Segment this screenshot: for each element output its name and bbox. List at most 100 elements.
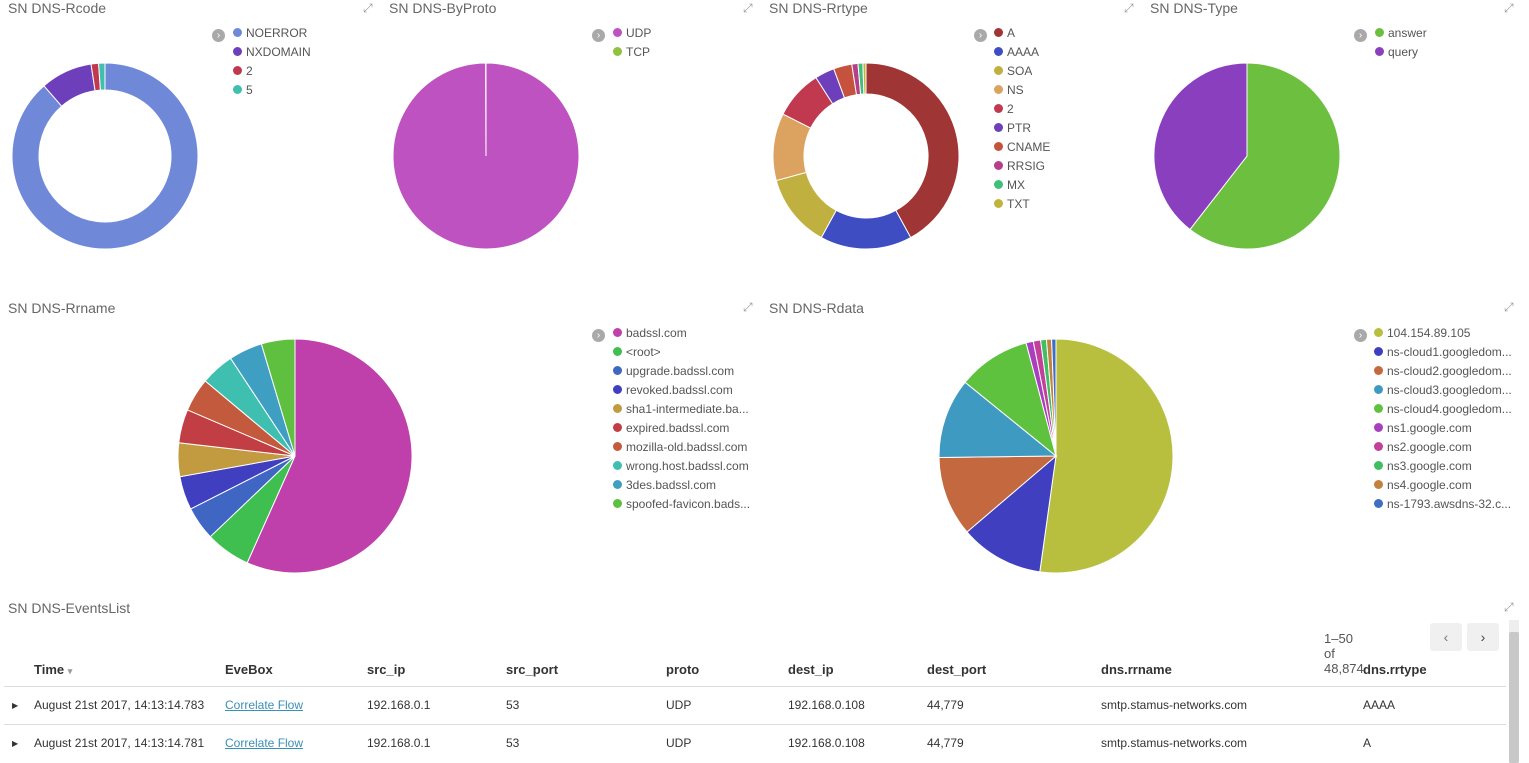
legend-item[interactable]: <root> xyxy=(613,342,758,361)
legend-item[interactable]: MX xyxy=(994,175,1124,194)
expand-icon[interactable]: ⤢ xyxy=(1124,1,1134,15)
column-header-src-ip[interactable]: src_ip xyxy=(367,662,406,677)
pie-slice-5[interactable] xyxy=(98,62,106,91)
prev-page-button[interactable]: ‹ xyxy=(1430,623,1462,651)
pie-chart-type xyxy=(1153,62,1341,250)
cell-src-port: 53 xyxy=(506,736,520,750)
legend: badssl.com <root> upgrade.badssl.com revoke… xyxy=(613,323,758,513)
legend-item[interactable]: 2 xyxy=(994,99,1124,118)
legend-swatch xyxy=(1374,328,1383,337)
correlate-flow-link[interactable]: Correlate Flow xyxy=(225,698,304,712)
panel-title: SN DNS-EventsList xyxy=(8,600,131,616)
cell-src-ip: 192.168.0.1 xyxy=(367,736,431,750)
legend-item[interactable]: ns2.google.com xyxy=(1374,437,1519,456)
legend-swatch xyxy=(1374,423,1383,432)
expand-icon[interactable]: ⤢ xyxy=(1504,300,1514,314)
legend-item[interactable]: PTR xyxy=(994,118,1124,137)
legend-item[interactable]: expired.badssl.com xyxy=(613,418,758,437)
legend-item[interactable]: NS xyxy=(994,80,1124,99)
pie-slice-104-154-89-105[interactable] xyxy=(1039,338,1174,574)
pie-slice-query[interactable] xyxy=(1153,62,1248,231)
panel-title: SN DNS-Rcode xyxy=(8,0,107,16)
expand-icon[interactable]: ⤢ xyxy=(363,1,373,15)
legend-item[interactable]: ns4.google.com xyxy=(1374,475,1519,494)
expand-icon[interactable]: ⤢ xyxy=(1504,1,1514,15)
cell-dest-port: 44,779 xyxy=(927,698,964,712)
legend-swatch xyxy=(994,142,1003,151)
legend-item[interactable]: CNAME xyxy=(994,137,1124,156)
legend-item[interactable]: wrong.host.badssl.com xyxy=(613,456,758,475)
expand-row-icon[interactable]: ▶ xyxy=(12,739,19,748)
pie-slice-txt[interactable] xyxy=(862,62,867,95)
legend-item[interactable]: ns-cloud4.googledom... xyxy=(1374,399,1519,418)
legend-swatch xyxy=(1374,366,1383,375)
sort-desc-icon[interactable]: ▾ xyxy=(67,666,73,676)
legend-item[interactable]: ns-cloud2.googledom... xyxy=(1374,361,1519,380)
legend-item[interactable]: RRSIG xyxy=(994,156,1124,175)
panel-title: SN DNS-Rrname xyxy=(8,300,116,316)
legend-toggle-icon[interactable]: › xyxy=(592,329,605,342)
legend-item[interactable]: 3des.badssl.com xyxy=(613,475,758,494)
pie-slice-ns-cloud1-googledom-[interactable] xyxy=(966,454,1057,573)
legend-toggle-icon[interactable]: › xyxy=(1354,329,1367,342)
legend-item[interactable]: ns3.google.com xyxy=(1374,456,1519,475)
legend-item[interactable]: A xyxy=(994,23,1124,42)
legend-item[interactable]: ns-cloud1.googledom... xyxy=(1374,342,1519,361)
legend-item[interactable]: spoofed-favicon.bads... xyxy=(613,494,758,513)
legend-item[interactable]: sha1-intermediate.ba... xyxy=(613,399,758,418)
expand-row-icon[interactable]: ▶ xyxy=(12,701,19,710)
legend-item[interactable]: SOA xyxy=(994,61,1124,80)
legend-item[interactable]: upgrade.badssl.com xyxy=(613,361,758,380)
pie-slice-ns-cloud3-googledom-[interactable] xyxy=(938,381,1058,458)
pie-slice-spoofed-favicon-bads-[interactable] xyxy=(260,338,296,457)
next-page-button[interactable]: › xyxy=(1467,623,1499,651)
legend-item[interactable]: answer xyxy=(1375,23,1505,42)
legend-item[interactable]: ns-cloud3.googledom... xyxy=(1374,380,1519,399)
legend-toggle-icon[interactable]: › xyxy=(592,29,605,42)
legend-toggle-icon[interactable]: › xyxy=(974,29,987,42)
column-header-dns-rrname[interactable]: dns.rrname xyxy=(1101,662,1172,677)
column-header-proto[interactable]: proto xyxy=(666,662,700,677)
pie-slice-ns-1793-awsdns-32-c-[interactable] xyxy=(1051,338,1057,457)
cell-time: August 21st 2017, 14:13:14.781 xyxy=(34,736,205,750)
column-header-src-port[interactable]: src_port xyxy=(506,662,559,677)
correlate-flow-link[interactable]: Correlate Flow xyxy=(225,736,304,750)
legend-item[interactable]: revoked.badssl.com xyxy=(613,380,758,399)
legend-item[interactable]: TXT xyxy=(994,194,1124,213)
expand-icon[interactable]: ⤢ xyxy=(743,300,753,314)
legend-toggle-icon[interactable]: › xyxy=(1354,29,1367,42)
donut-chart-rrtype xyxy=(772,62,960,250)
legend-toggle-icon[interactable]: › xyxy=(212,29,225,42)
column-header-dest-port[interactable]: dest_port xyxy=(927,662,987,677)
pie-chart-rrname xyxy=(177,338,413,574)
column-header-time[interactable]: Time ▾ xyxy=(34,662,72,677)
legend-item[interactable]: UDP xyxy=(613,23,743,42)
legend-item[interactable]: mozilla-old.badssl.com xyxy=(613,437,758,456)
legend-item[interactable]: badssl.com xyxy=(613,323,758,342)
scrollbar-thumb[interactable] xyxy=(1509,632,1519,763)
pie-slice-ns-cloud2-googledom-[interactable] xyxy=(938,455,1058,533)
legend-swatch xyxy=(233,85,242,94)
legend-item[interactable]: TCP xyxy=(613,42,743,61)
column-header-evebox[interactable]: EveBox xyxy=(225,662,273,677)
legend-item[interactable]: ns-1793.awsdns-32.c... xyxy=(1374,494,1519,513)
pie-slice-answer[interactable] xyxy=(1189,62,1341,250)
legend-item[interactable]: NXDOMAIN xyxy=(233,42,363,61)
legend-item[interactable]: NOERROR xyxy=(233,23,363,42)
column-header-dest-ip[interactable]: dest_ip xyxy=(788,662,834,677)
legend-item[interactable]: ns1.google.com xyxy=(1374,418,1519,437)
pie-slice-badssl-com[interactable] xyxy=(246,338,413,574)
legend-item[interactable]: AAAA xyxy=(994,42,1124,61)
expand-icon[interactable]: ⤢ xyxy=(1504,600,1514,614)
legend-swatch xyxy=(994,180,1003,189)
legend-item[interactable]: query xyxy=(1375,42,1505,61)
expand-icon[interactable]: ⤢ xyxy=(743,1,753,15)
column-header-dns-rrtype[interactable]: dns.rrtype xyxy=(1363,662,1427,677)
legend-item[interactable]: 2 xyxy=(233,61,363,80)
legend-item[interactable]: 104.154.89.105 xyxy=(1374,323,1519,342)
pie-slice-noerror[interactable] xyxy=(11,62,199,250)
cell-dest-ip: 192.168.0.108 xyxy=(788,736,865,750)
legend-item[interactable]: 5 xyxy=(233,80,363,99)
pagination-count: 1–50 of 48,874 xyxy=(1324,631,1364,676)
pie-slice-a[interactable] xyxy=(865,62,960,239)
